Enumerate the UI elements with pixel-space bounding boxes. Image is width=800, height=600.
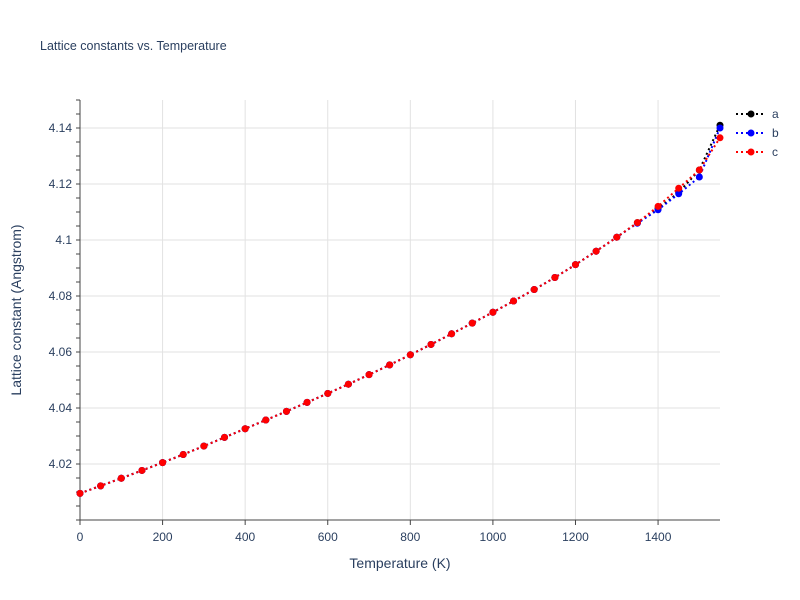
data-point-c[interactable]	[97, 482, 105, 490]
data-point-c[interactable]	[571, 261, 579, 269]
data-point-c[interactable]	[117, 474, 125, 482]
data-point-c[interactable]	[200, 442, 208, 450]
data-point-c[interactable]	[303, 398, 311, 406]
data-point-c[interactable]	[468, 319, 476, 327]
series-layer	[76, 121, 724, 497]
data-point-c[interactable]	[324, 389, 332, 397]
series-b	[76, 124, 724, 497]
data-point-c[interactable]	[365, 371, 373, 379]
data-point-c[interactable]	[406, 351, 414, 359]
data-point-c[interactable]	[510, 297, 518, 305]
data-point-b[interactable]	[695, 173, 703, 181]
data-point-c[interactable]	[138, 466, 146, 474]
tick-labels: 0 200 400 600 800 1000 1200 1400 4.02 4.04 4.06 4.0…	[49, 121, 672, 544]
y-tick-label: 4.1	[55, 233, 72, 247]
data-point-c[interactable]	[427, 340, 435, 348]
legend-item-a[interactable]: a	[736, 107, 779, 121]
x-axis-title: Temperature (K)	[349, 555, 450, 571]
y-tick-label: 4.04	[49, 401, 73, 415]
grid-lines	[79, 100, 720, 520]
y-tick-label: 4.14	[49, 121, 73, 135]
series-line-b	[79, 127, 721, 495]
legend-item-c[interactable]: c	[736, 145, 778, 159]
legend-label: a	[772, 107, 779, 121]
data-point-c[interactable]	[551, 274, 559, 282]
legend-swatch-marker	[747, 129, 755, 137]
data-point-c[interactable]	[654, 202, 662, 210]
legend-item-b[interactable]: b	[736, 126, 779, 140]
legend-label: b	[772, 126, 779, 140]
series-c	[76, 134, 724, 497]
axes	[76, 99, 720, 525]
x-tick-label: 800	[400, 530, 420, 544]
series-line-a	[79, 124, 721, 495]
legend-swatch-marker	[747, 148, 755, 156]
data-point-c[interactable]	[633, 219, 641, 227]
data-point-c[interactable]	[282, 407, 290, 415]
data-point-c[interactable]	[241, 425, 249, 433]
data-point-c[interactable]	[386, 361, 394, 369]
data-point-c[interactable]	[716, 134, 724, 142]
data-point-b[interactable]	[675, 190, 683, 198]
data-point-c[interactable]	[592, 247, 600, 255]
data-point-c[interactable]	[262, 416, 270, 424]
data-point-c[interactable]	[530, 286, 538, 294]
x-tick-label: 600	[318, 530, 338, 544]
x-tick-label: 0	[77, 530, 84, 544]
data-point-c[interactable]	[489, 308, 497, 316]
y-axis-title: Lattice constant (Angstrom)	[8, 224, 24, 395]
data-point-c[interactable]	[613, 233, 621, 241]
x-tick-label: 200	[153, 530, 173, 544]
y-tick-label: 4.06	[49, 345, 73, 359]
y-tick-label: 4.02	[49, 457, 73, 471]
data-point-c[interactable]	[76, 489, 84, 497]
y-tick-label: 4.12	[49, 177, 73, 191]
x-tick-label: 400	[235, 530, 255, 544]
data-point-c[interactable]	[675, 184, 683, 192]
legend[interactable]: abc	[736, 107, 779, 159]
x-tick-label: 1200	[562, 530, 589, 544]
data-point-c[interactable]	[221, 433, 229, 441]
data-point-c[interactable]	[695, 166, 703, 174]
data-point-b[interactable]	[716, 124, 724, 132]
series-a	[76, 121, 724, 497]
data-point-c[interactable]	[159, 459, 167, 467]
legend-label: c	[772, 145, 778, 159]
series-line-c	[79, 137, 721, 495]
y-tick-label: 4.08	[49, 289, 73, 303]
legend-swatch-marker	[747, 110, 755, 118]
data-point-c[interactable]	[344, 380, 352, 388]
chart-title: Lattice constants vs. Temperature	[40, 39, 227, 53]
x-tick-label: 1400	[645, 530, 672, 544]
x-tick-label: 1000	[480, 530, 507, 544]
data-point-c[interactable]	[179, 450, 187, 458]
data-point-c[interactable]	[448, 330, 456, 338]
